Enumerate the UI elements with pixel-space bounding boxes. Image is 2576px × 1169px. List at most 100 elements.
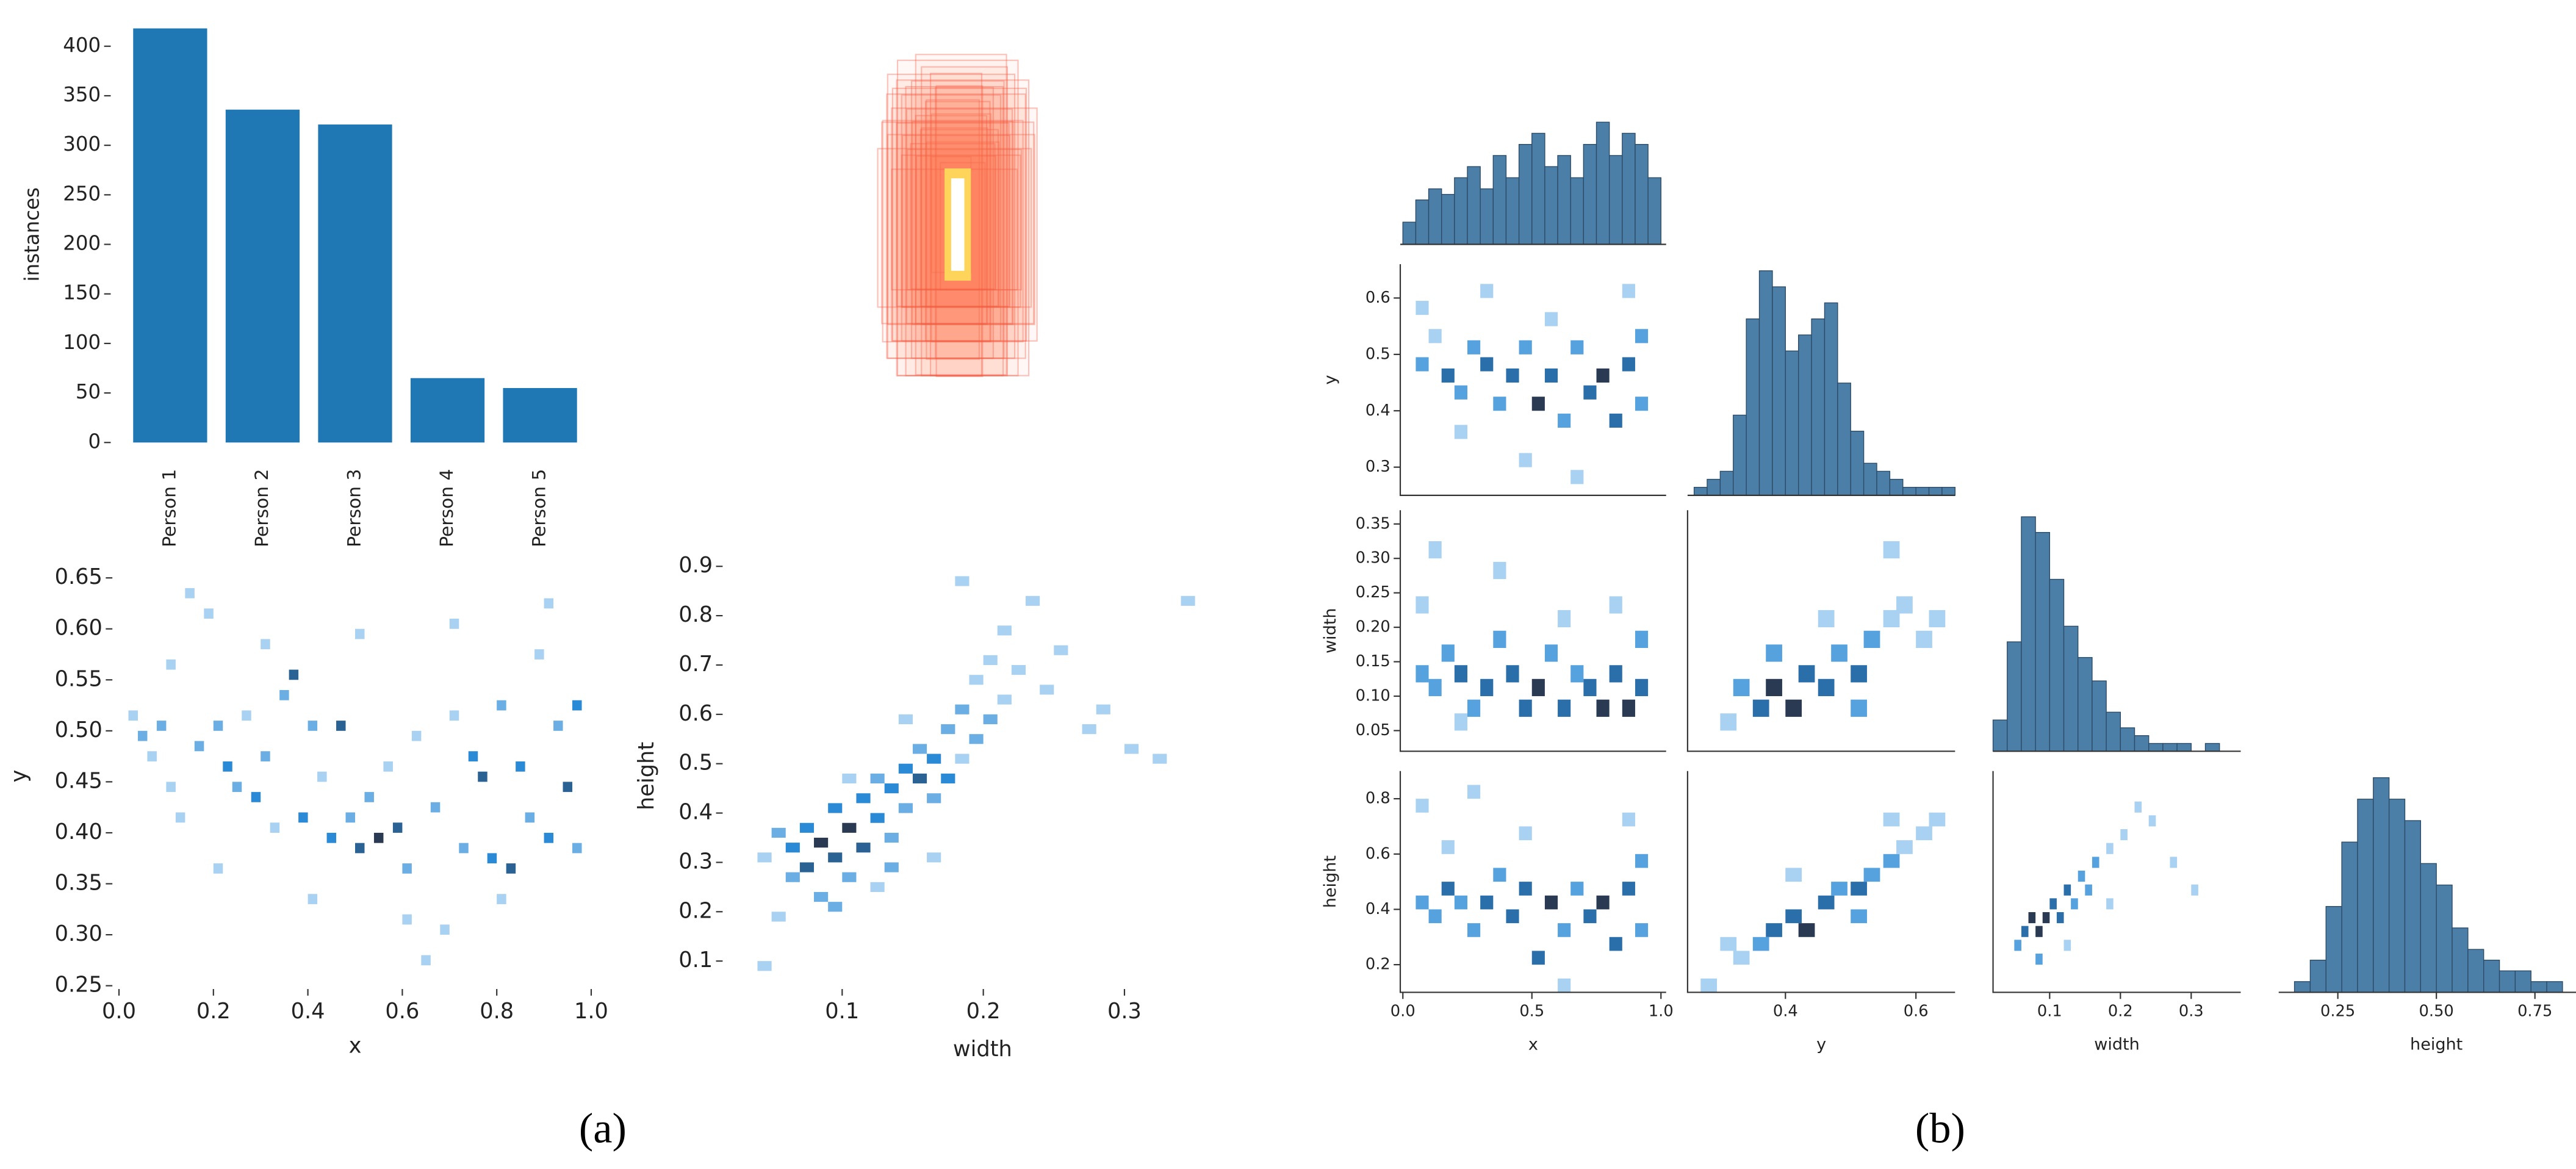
heat-cell (1467, 923, 1481, 937)
x-axis-label: width (2094, 1035, 2140, 1054)
x-tick-label: 1.0 (1649, 1002, 1674, 1020)
heat-cell (440, 924, 450, 935)
heat-cell (870, 813, 885, 823)
heat-cell (1519, 340, 1532, 354)
heat-cell (1416, 799, 1429, 813)
y-tick-label: 0.5 (678, 750, 713, 775)
heat-cell (232, 782, 242, 793)
heat-cell (1733, 951, 1750, 965)
heat-cell (506, 863, 516, 874)
heat-cell (1467, 699, 1481, 717)
y-tick-label: 0 (88, 430, 101, 453)
hist-bar (1428, 188, 1442, 245)
hist-bar (1518, 143, 1533, 245)
y-tick-label: 0.8 (678, 602, 713, 627)
heat-cell (1544, 368, 1558, 383)
heat-cell (308, 721, 318, 731)
bar (503, 387, 577, 443)
hist-bar (1441, 193, 1455, 245)
hist-bar (2341, 841, 2358, 993)
hist-bar (1467, 166, 1481, 245)
hist-bar (2120, 727, 2135, 752)
heat-cell (572, 700, 582, 711)
heat-cell (383, 761, 393, 772)
heat-cell (223, 761, 232, 772)
hist-bar (2309, 959, 2326, 993)
bar (133, 28, 207, 443)
heat-cell (1752, 937, 1769, 951)
heat-cell (1596, 699, 1610, 717)
heat-cell (870, 882, 885, 892)
hist-bar (2325, 906, 2342, 993)
heat-cell (137, 730, 148, 741)
y-axis-label: y (1321, 375, 1340, 384)
heat-cell (572, 843, 582, 854)
heat-cell (411, 730, 422, 741)
heat-cell (1040, 685, 1054, 695)
heat-cell (298, 812, 308, 823)
hist-bar (2134, 735, 2150, 752)
heat-cell (1558, 978, 1571, 993)
heat-cell (1493, 397, 1506, 411)
heat-cell (912, 744, 927, 754)
hist-bar (2420, 863, 2437, 993)
heat-cell (1609, 596, 1622, 614)
hist-bar (1557, 155, 1571, 245)
heat-cell (1428, 678, 1442, 697)
heat-cell (175, 812, 185, 823)
heat-cell (927, 852, 941, 863)
heat-cell (1054, 645, 1068, 655)
heat-cell (2063, 884, 2071, 896)
heat-cell (402, 914, 412, 925)
heat-cell (1752, 699, 1769, 717)
x-tick-label: 0.3 (1107, 999, 1142, 1024)
heat-cell (2170, 857, 2178, 868)
heat-cell (1558, 699, 1571, 717)
hist-bar (1941, 487, 1955, 496)
heat-cell (308, 894, 318, 904)
heat-cell (336, 721, 346, 731)
y-tick-label: 0.65 (55, 564, 103, 589)
heat-cell (1851, 699, 1867, 717)
heat-cell (1929, 610, 1946, 628)
y-tick-label: 0.3 (678, 849, 713, 874)
heat-cell (1818, 610, 1835, 628)
x-tick-label: 0.8 (480, 999, 514, 1024)
heat-cell (478, 771, 487, 782)
y-axis-label: y (7, 770, 32, 783)
heat-cell (1480, 678, 1494, 697)
hist-bar (2204, 743, 2220, 752)
heat-cell (2106, 898, 2114, 910)
heat-cell (2049, 898, 2057, 910)
heat-cell (2071, 898, 2078, 910)
heat-cell (842, 822, 857, 833)
bar (318, 124, 392, 443)
heat-cell (1929, 812, 1946, 827)
hist-bar (2021, 516, 2036, 752)
heat-cell (1416, 895, 1429, 910)
heat-cell (1622, 284, 1635, 298)
heat-cell (1493, 561, 1506, 580)
heat-cell (1622, 882, 1635, 896)
heat-cell (1609, 413, 1622, 428)
heat-cell (497, 700, 506, 711)
heat-cell (1635, 329, 1649, 344)
heat-cell (449, 619, 459, 629)
hist-bar (2148, 743, 2164, 752)
heat-cell (912, 773, 927, 784)
y-tick-label: 0.60 (55, 616, 103, 641)
heat-cell (1454, 665, 1468, 683)
heat-cell (1700, 978, 1718, 993)
heat-cell (251, 792, 261, 802)
heat-cell (1609, 937, 1622, 951)
heat-cell (364, 792, 374, 802)
box-outline (930, 73, 983, 376)
x-tick-label: 0.5 (1519, 1002, 1544, 1020)
y-tick-label: 0.55 (55, 666, 103, 691)
heat-cell (1480, 357, 1494, 372)
heat-cell (2056, 912, 2064, 924)
heat-cell (1766, 644, 1782, 662)
hist-bar (1928, 487, 1943, 496)
x-axis-label: width (953, 1037, 1012, 1062)
x-tick-label: 0.4 (291, 999, 325, 1024)
